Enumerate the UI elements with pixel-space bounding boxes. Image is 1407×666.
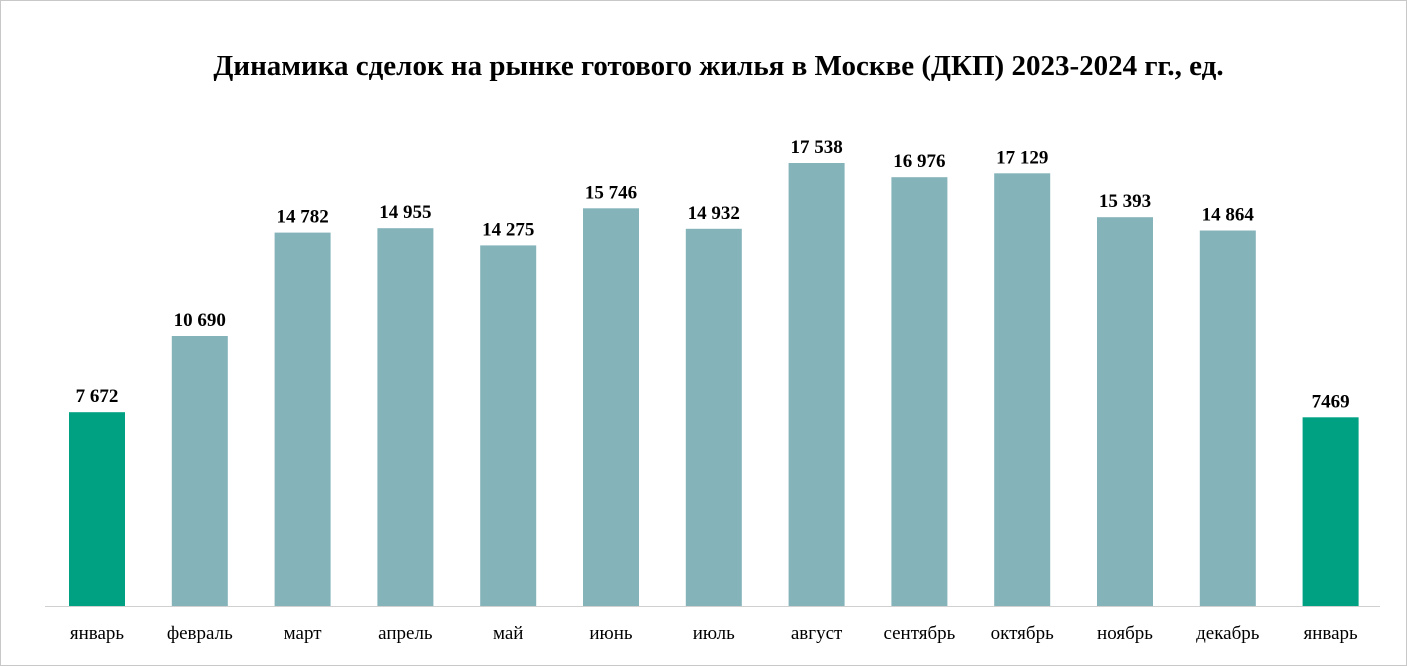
category-label-4: май (493, 623, 524, 644)
category-label-0: январь (70, 623, 125, 644)
value-label-12: 7469 (1312, 391, 1350, 412)
category-label-5: июнь (589, 623, 633, 644)
value-label-5: 15 746 (585, 182, 637, 203)
category-label-7: август (791, 623, 843, 644)
bar-0 (69, 412, 125, 606)
category-label-3: апрель (378, 623, 433, 644)
chart-title: Динамика сделок на рынке готового жилья … (213, 50, 1224, 82)
category-label-1: февраль (167, 623, 233, 644)
category-label-12: январь (1303, 623, 1358, 644)
value-label-7: 17 538 (790, 137, 842, 158)
bar-6 (685, 228, 742, 607)
bar-7 (788, 163, 845, 606)
bar-8 (891, 177, 948, 606)
category-label-11: декабрь (1196, 623, 1260, 644)
bar-10 (1097, 217, 1153, 606)
value-label-8: 16 976 (893, 151, 945, 172)
value-label-9: 17 129 (996, 147, 1048, 168)
category-label-9: октябрь (991, 623, 1054, 644)
category-label-6: июль (693, 623, 735, 644)
value-label-0: 7 672 (76, 386, 119, 407)
bar-2 (274, 232, 331, 606)
bar-9 (994, 173, 1051, 607)
value-label-2: 14 782 (276, 207, 328, 228)
value-label-1: 10 690 (174, 310, 226, 331)
value-label-11: 14 864 (1202, 205, 1255, 226)
category-label-10: ноябрь (1097, 623, 1153, 644)
bar-4 (480, 245, 537, 606)
value-label-3: 14 955 (379, 202, 431, 223)
value-label-10: 15 393 (1099, 191, 1151, 212)
bar-12 (1302, 417, 1359, 606)
category-label-2: март (284, 623, 323, 644)
bar-5 (583, 208, 639, 607)
bar-11 (1199, 230, 1256, 606)
bar-1 (171, 336, 228, 606)
value-label-6: 14 932 (688, 203, 740, 224)
value-label-4: 14 275 (482, 219, 534, 240)
bar-3 (377, 228, 434, 606)
category-label-8: сентябрь (883, 623, 955, 644)
